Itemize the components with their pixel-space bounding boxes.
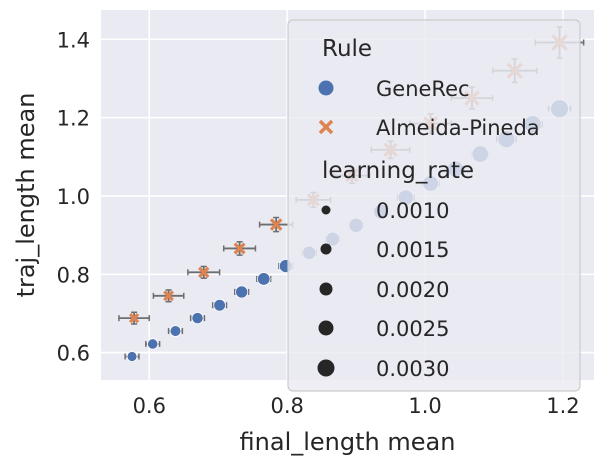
legend-size-marker bbox=[321, 205, 331, 215]
data-point-almeida-pineda bbox=[269, 218, 283, 231]
x-tick-label: 0.6 bbox=[133, 394, 166, 418]
x-marker-stroke bbox=[163, 290, 174, 302]
legend-label: GeneRec bbox=[376, 77, 470, 101]
x-tick-label: 1.0 bbox=[408, 394, 441, 418]
x-marker-stroke bbox=[198, 266, 210, 279]
x-tick-label: 0.8 bbox=[270, 394, 303, 418]
y-tick-label: 0.6 bbox=[57, 342, 90, 366]
x-marker-stroke bbox=[128, 313, 140, 324]
data-point-almeida-pineda bbox=[233, 242, 246, 255]
legend-label: 0.0010 bbox=[376, 199, 449, 223]
legend-label: Almeida-Pineda bbox=[376, 116, 540, 140]
x-tick-label: 1.2 bbox=[546, 394, 579, 418]
legend-size-marker bbox=[320, 243, 332, 255]
legend-entries: GeneRec Almeida-Pineda 0.0010 0.0015 0.0020 0… bbox=[317, 77, 540, 381]
data-point-generec bbox=[191, 312, 204, 325]
legend: Rule learning_rate GeneRec Almeida-Pineda… bbox=[287, 19, 581, 392]
x-tick-labels: 0.6 0.8 1.0 1.2 bbox=[133, 394, 580, 418]
legend-box bbox=[287, 19, 581, 392]
y-tick-label: 1.4 bbox=[57, 28, 90, 52]
legend-size-marker bbox=[317, 359, 335, 377]
y-tick-label: 1.0 bbox=[57, 185, 90, 209]
y-tick-label: 1.2 bbox=[57, 107, 90, 131]
x-axis-label: final_length mean bbox=[240, 428, 456, 456]
x-marker-stroke bbox=[269, 218, 283, 231]
data-point-generec bbox=[147, 338, 159, 350]
data-point-generec bbox=[213, 298, 226, 312]
legend-size-marker bbox=[318, 320, 334, 336]
data-point-generec bbox=[235, 285, 249, 299]
data-point-almeida-pineda bbox=[198, 266, 210, 279]
legend-title-learning-rate: learning_rate bbox=[322, 158, 474, 184]
legend-title-rule: Rule bbox=[322, 36, 372, 62]
data-point-almeida-pineda bbox=[128, 313, 140, 324]
y-tick-labels: 0.6 0.8 1.0 1.2 1.4 bbox=[57, 28, 90, 365]
legend-marker-circle bbox=[318, 80, 334, 96]
legend-label: 0.0020 bbox=[376, 278, 449, 302]
data-point-generec bbox=[256, 272, 271, 286]
legend-label: 0.0025 bbox=[376, 317, 449, 341]
x-marker-stroke bbox=[233, 242, 246, 255]
data-point-generec bbox=[126, 351, 138, 362]
legend-label: 0.0015 bbox=[376, 238, 449, 262]
data-point-almeida-pineda bbox=[163, 290, 174, 302]
legend-size-marker bbox=[319, 282, 333, 296]
y-axis-label: traj_length mean bbox=[12, 93, 40, 298]
legend-label: 0.0030 bbox=[376, 357, 449, 381]
y-tick-label: 0.8 bbox=[57, 263, 90, 287]
data-point-generec bbox=[169, 325, 182, 337]
x-marker-stroke bbox=[318, 119, 334, 135]
legend-marker-x bbox=[318, 119, 334, 135]
